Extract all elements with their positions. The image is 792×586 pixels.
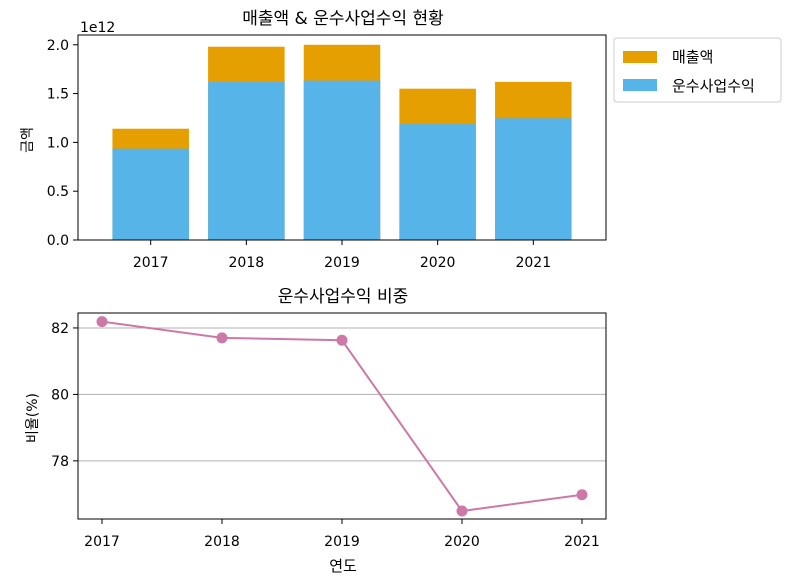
legend-swatch-transport — [623, 79, 657, 91]
line-xtick-label: 2021 — [564, 534, 600, 550]
bar-xtick-label: 2018 — [229, 255, 265, 271]
bar-transport-2018 — [208, 82, 285, 240]
line-point-2019 — [336, 334, 348, 346]
line-chart-title: 운수사업수익 비중 — [278, 287, 409, 307]
bar-transport-2021 — [495, 118, 572, 240]
bar-xtick-label: 2019 — [324, 255, 360, 271]
line-xtick-label: 2020 — [444, 534, 480, 550]
bar-chart: 매출액 & 운수사업수익 현황 1e12 금액 0.00.51.01.52.0 … — [20, 9, 607, 271]
bar-y-axis: 0.0 0.5 1.0 1.5 2.0 — [47, 38, 78, 249]
line-ytick-label: 82 — [51, 321, 69, 337]
line-x-axis: 2017 2018 2019 2020 2021 — [84, 519, 600, 550]
bar-x-axis: 2017 2018 2019 2020 2021 — [133, 240, 551, 271]
line-plot-frame — [77, 312, 607, 520]
line-point-2018 — [216, 332, 228, 344]
bar-ytick-label: 1.0 — [47, 135, 69, 151]
line-series-path — [101, 320, 583, 513]
bar-ytick-label: 0.5 — [47, 184, 69, 200]
legend-label-sales: 매출액 — [672, 48, 713, 66]
line-chart-xlabel: 연도 — [329, 557, 357, 575]
line-xtick-label: 2017 — [84, 534, 120, 550]
bar-chart-ylabel: 금액 — [20, 127, 36, 153]
line-ytick-label: 80 — [51, 387, 69, 403]
legend: 매출액 운수사업수익 — [613, 37, 782, 103]
line-y-axis: 78 80 82 — [51, 321, 78, 470]
bar-chart-offset-label: 1e12 — [80, 20, 115, 36]
bar-ytick-label: 1.5 — [47, 87, 69, 103]
line-point-2020 — [456, 505, 468, 517]
bar-ytick-label: 2.0 — [47, 38, 69, 54]
line-ytick-label: 78 — [51, 454, 69, 470]
line-chart-ylabel: 비율(%) — [25, 393, 41, 443]
bar-xtick-label: 2020 — [420, 255, 456, 271]
legend-swatch-sales — [623, 51, 657, 63]
legend-label-transport: 운수사업수익 — [672, 77, 755, 95]
bar-xtick-label: 2017 — [133, 255, 169, 271]
line-xtick-label: 2019 — [324, 534, 360, 550]
bar-xtick-label: 2021 — [515, 255, 551, 271]
bar-transport-2019 — [303, 80, 381, 240]
bar-transport-2020 — [399, 124, 476, 240]
bar-plot-frame — [77, 34, 607, 241]
line-point-2021 — [576, 489, 588, 501]
bar-chart-title: 매출액 & 운수사업수익 현황 — [242, 9, 444, 29]
bar-series — [112, 44, 572, 241]
bar-transport-2017 — [112, 148, 189, 240]
line-xtick-label: 2018 — [204, 534, 240, 550]
bar-ytick-label: 0.0 — [47, 233, 69, 249]
line-series — [96, 316, 588, 517]
line-point-2017 — [96, 316, 108, 328]
line-gridlines — [78, 327, 606, 462]
